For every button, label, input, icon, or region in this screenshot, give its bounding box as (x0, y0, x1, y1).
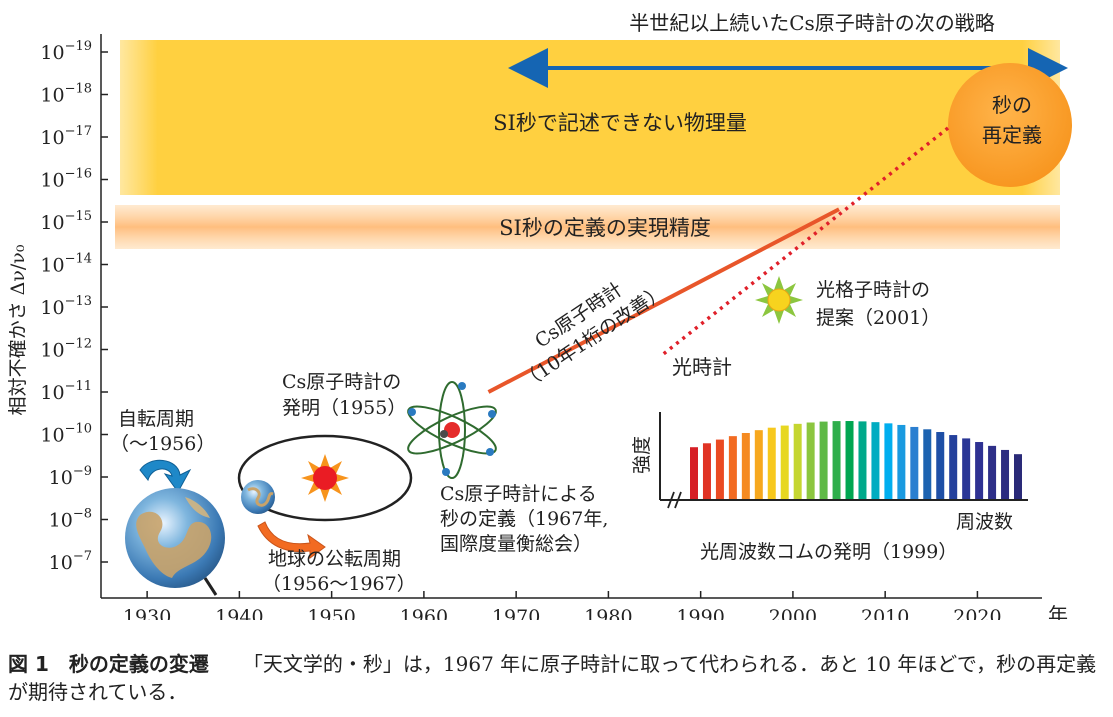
cs-invent-label-line-1: Cs原子時計の (282, 371, 401, 393)
band-label-si-undescribable: SI秒で記述できない物理量 (493, 111, 747, 135)
comb-bar (702, 443, 711, 499)
comb-bar (962, 438, 971, 499)
y-tick-label: 10−17 (40, 124, 92, 149)
x-tick-label: 1990 (676, 606, 724, 620)
inset-ylabel: 強度 (631, 436, 653, 474)
series-cs-clock (487, 207, 840, 394)
atom-icon (407, 381, 497, 479)
comb-bar (923, 429, 932, 499)
band-label-si-precision: SI秒の定義の実現精度 (499, 216, 711, 240)
comb-bar (715, 439, 724, 499)
comb-bar (858, 421, 867, 499)
circle-label-line-2: 再定義 (982, 123, 1042, 147)
top-arrow-label: 半世紀以上続いたCs原子時計の次の戦略 (629, 11, 995, 35)
comb-bar (1014, 454, 1022, 499)
comb-bar (728, 436, 737, 499)
y-tick-label: 10−15 (40, 209, 92, 234)
globe-icon (125, 488, 225, 596)
comb-bar (884, 423, 893, 499)
comb-bar (975, 442, 984, 499)
comb-bar (690, 447, 698, 499)
comb-bar (910, 426, 919, 499)
orbit-ellipse (237, 434, 413, 522)
comb-bar (832, 421, 841, 499)
y-tick-label: 10−12 (40, 337, 92, 362)
comb-bar (780, 425, 789, 499)
y-tick-label: 10−18 (40, 82, 92, 107)
x-tick-label: 1960 (400, 606, 448, 620)
comb-bar (845, 421, 854, 499)
sun-icon (755, 276, 803, 324)
x-tick-label: 2010 (861, 606, 909, 620)
cs-trend-label: Cs原子時計 （10年1桁の改善） (517, 278, 670, 393)
y-tick-label: 10−11 (40, 379, 92, 404)
comb-bar (754, 430, 763, 499)
x-ticks: 1930 1940 1950 1960 1970 1980 1990 2000 2010 2020 (123, 591, 1002, 620)
orbit-label-line-2: （1956〜1967） (262, 573, 416, 595)
comb-bar (806, 422, 815, 499)
lattice-label-line-2: 提案（2001） (816, 307, 940, 329)
comb-label: 光周波数コムの発明（1999） (700, 541, 957, 563)
x-tick-label: 1980 (584, 606, 632, 620)
orbit-label-line-1: 地球の公転周期 (268, 548, 401, 570)
cs-def-label-line-1: Cs原子時計による (440, 483, 597, 505)
sun-core-icon (301, 454, 349, 502)
comb-bar (949, 435, 958, 499)
y-ticks: 10−7 10−8 10−9 10−10 10−11 10−12 10−13 10−14 10−… (40, 39, 108, 574)
circle-label-line-1: 秒の (992, 93, 1032, 117)
inset-xlabel: 周波数 (956, 511, 1013, 533)
y-tick-label: 10−13 (40, 294, 92, 319)
lattice-label-line-1: 光格子時計の (816, 279, 930, 301)
y-tick-label: 10−19 (40, 39, 92, 64)
comb-bar (767, 427, 776, 499)
y-tick-label: 10−14 (40, 252, 92, 277)
comb-bar (897, 424, 906, 499)
rotation-label-line-1: 自転周期 (118, 408, 194, 430)
y-tick-label: 10−8 (49, 507, 92, 532)
x-tick-label: 1930 (123, 606, 171, 620)
y-tick-label: 10−7 (49, 549, 92, 574)
band-si-precision (115, 205, 1060, 249)
comb-bar (1001, 449, 1010, 499)
redefinition-circle (948, 63, 1072, 187)
orbit-arrow-icon (257, 521, 326, 559)
y-axis-label: 相対不確かさ Δν/ν₀ (7, 244, 29, 415)
figure-caption: 図 1 秒の定義の変遷 「天文学的・秒」は，1967 年に原子時計に取って代わられ… (8, 650, 1103, 706)
caption-lead: 図 1 秒の定義の変遷 (8, 652, 209, 676)
x-tick-label: 2020 (953, 606, 1001, 620)
x-tick-label: 1940 (215, 606, 263, 620)
cs-def-label-line-2: 秒の定義（1967年, (440, 508, 608, 530)
optical-clock-label: 光時計 (672, 355, 732, 379)
y-tick-label: 10−10 (40, 422, 92, 447)
comb-bar (936, 432, 945, 499)
x-tick-label: 2000 (769, 606, 817, 620)
cs-def-label-line-3: 国際度量衡総会） (440, 533, 592, 555)
comb-bar (988, 445, 997, 499)
comb-bar (871, 422, 880, 499)
rotation-arrow-icon (139, 460, 192, 493)
x-axis-label: 年 (1048, 603, 1068, 620)
frequency-comb-inset (659, 412, 1028, 509)
rotation-label-line-2: （〜1956） (110, 433, 215, 455)
x-tick-label: 1950 (307, 606, 355, 620)
y-tick-label: 10−16 (40, 167, 92, 192)
y-tick-label: 10−9 (49, 464, 92, 489)
caption-text: 「天文学的・秒」は，1967 年に原子時計に取って代わられる．あと 10 年ほど… (8, 652, 1097, 704)
x-tick-label: 1970 (492, 606, 540, 620)
comb-bar (819, 421, 828, 499)
comb-bar (741, 432, 750, 499)
chart: 10−7 10−8 10−9 10−10 10−11 10−12 10−13 10−14 10−… (7, 11, 1072, 620)
earth-icon (241, 480, 275, 514)
cs-invent-label-line-2: 発明（1955） (282, 397, 406, 419)
comb-bar (793, 423, 802, 499)
